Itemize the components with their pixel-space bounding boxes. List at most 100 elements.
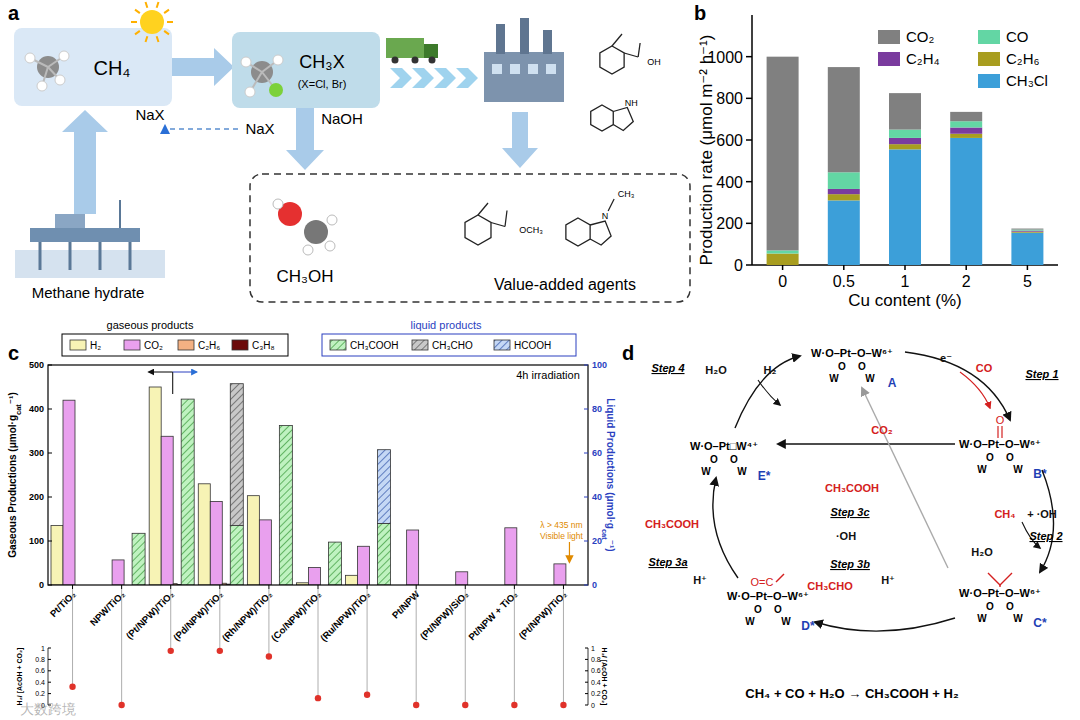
tick-label: 0 [734,257,743,274]
drop-line [72,589,73,687]
step-text: H₂ [764,364,777,376]
step-text: H⁺ [693,574,707,586]
step-text: ·OH [836,530,856,542]
tick-label: 0.6 [35,667,45,674]
legend-label: C₂H₄ [906,50,940,67]
bar-segment [950,138,982,265]
legend-swatch [978,30,1000,44]
bar-segment [1011,230,1043,231]
ligand-bond [988,573,1012,585]
annotation: Visible light [540,531,583,541]
point [560,702,566,708]
point [462,702,468,708]
bar-segment [950,112,982,121]
label: NaX [245,120,274,137]
bar [505,528,517,585]
tick-label: 500 [29,360,44,370]
bar-segment [828,194,860,200]
ligand: O=C [751,576,774,588]
atom: W [977,613,987,624]
point [168,648,174,654]
tick [48,409,52,410]
panel-label: b [694,2,706,24]
tick-label: 800 [716,90,743,107]
tick [584,541,588,542]
figure: abcdCH₄NaXCH₃X(X=Cl, Br)NaXNaOHOHNHCH₃OH… [0,0,1080,720]
tick-label: 200 [29,492,44,502]
tick [746,223,752,225]
cycle-arrow [815,618,955,631]
tick [746,139,752,141]
bar-segment [279,426,292,586]
cycle-arrow [713,478,738,578]
tick-label: 300 [29,448,44,458]
label: NaX [135,106,164,123]
axis-label: Production rate (μmol m⁻² h⁻¹) [697,35,716,266]
step-text: CH₄ [994,508,1015,520]
tick [584,365,588,366]
bar [358,546,370,585]
bar [308,567,320,585]
derrick [119,200,121,228]
tick-label: 400 [716,174,743,191]
tick-label: (Pd/NPW)/TiO₂ [171,589,225,643]
legend-label: CH₃CHO [432,340,473,351]
step-label: Step 3b [830,558,870,570]
drop-line [219,589,220,651]
point [266,653,272,659]
tick-label: (Pt/NPW)/TiO₂ [124,589,176,641]
step-label: Step 4 [651,362,684,374]
legend-swatch [330,340,346,350]
drop-line [416,589,417,705]
points [69,589,566,708]
tick-label: (Co/NPW)/TiO₂ [269,589,324,644]
tick-label: 0 [39,580,44,590]
annotation-arrow [569,542,570,562]
window [510,64,520,74]
bond [997,426,998,438]
legend-box [322,334,576,356]
ligand-bond [999,585,1000,587]
bond [478,203,488,215]
cycle-arrow [758,380,780,405]
label: NH [625,98,638,108]
atom [325,241,335,251]
bond [612,34,622,46]
arrow [62,110,108,214]
tick [48,670,51,671]
tick [1027,265,1029,270]
panel-label: c [8,342,19,364]
point [118,702,124,708]
legend-title: liquid products [411,319,482,331]
pointer [172,372,173,394]
atom: O [774,604,782,615]
bond [624,53,638,57]
bond [491,223,505,227]
bond [608,199,614,211]
drop-line [318,589,319,698]
label-part: cat [14,404,23,415]
sun-ray [164,31,169,35]
tick-label: 0.4 [35,679,45,686]
step-text: CH₃COOH [825,482,879,494]
atom [245,87,255,97]
tick-label: 0 [592,580,597,590]
point [315,695,321,701]
step-text: H₂O [971,546,993,558]
label: CH₄ [93,57,130,79]
wheel [392,57,399,64]
atom: W [1013,613,1023,624]
bond [638,43,640,57]
atom: O [1006,601,1014,612]
bar [346,575,358,585]
tick-label: 0.5 [833,273,855,290]
chevron [390,68,412,88]
bars [51,384,566,585]
annotation: λ > 435 nm [540,520,582,530]
point [364,692,370,698]
cycle-arrow [1040,470,1054,572]
step-label: Step 2 [1029,530,1062,542]
point [511,702,517,708]
bond [505,211,507,227]
tick-label: 1 [901,273,910,290]
